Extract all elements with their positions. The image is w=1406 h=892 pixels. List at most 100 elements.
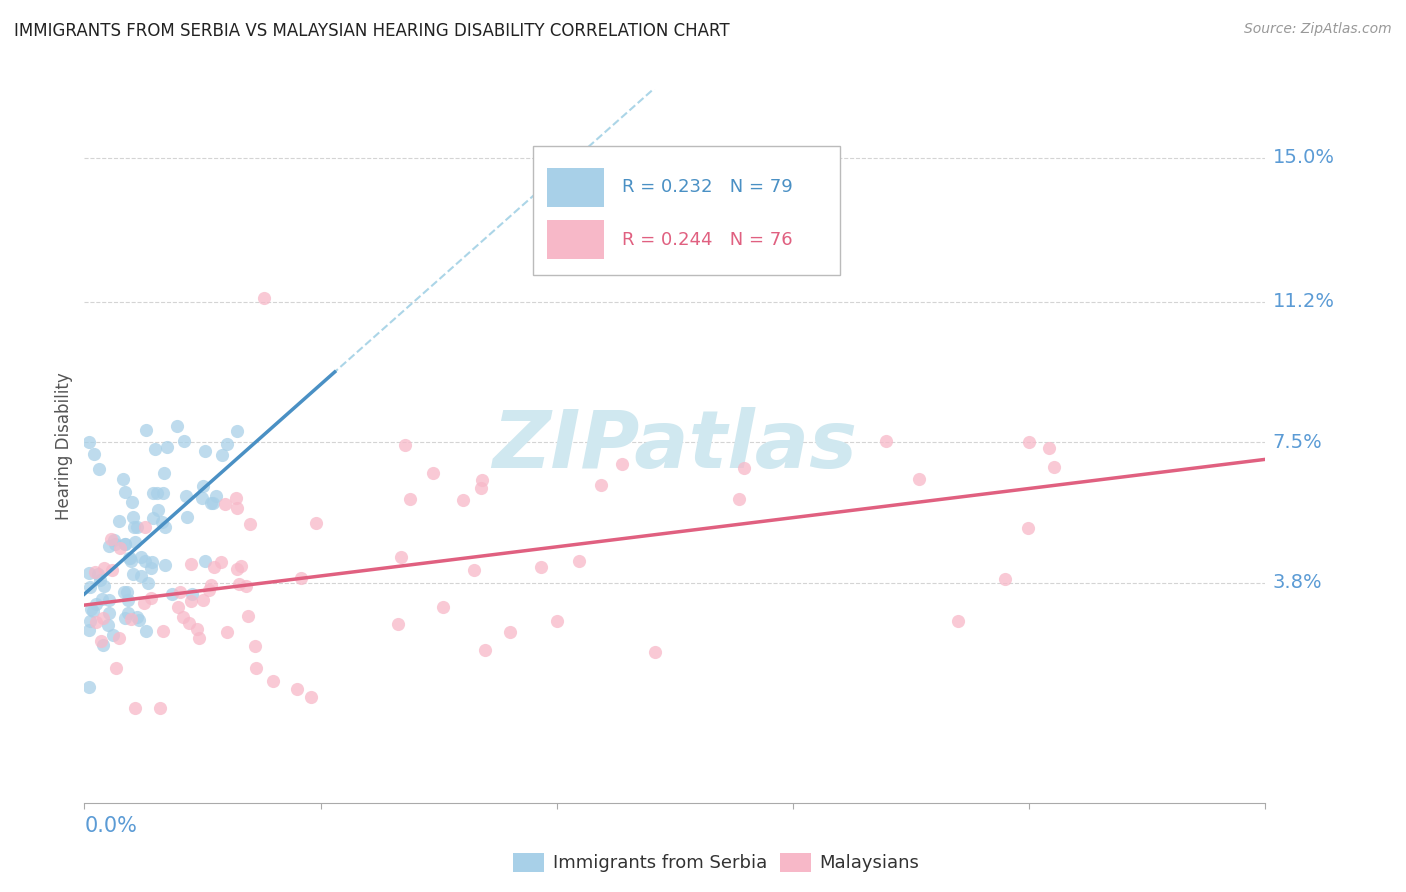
FancyBboxPatch shape (533, 146, 841, 275)
Point (135, 423, 157, 437)
Point (124, 535, 146, 549)
Point (86, 615, 108, 629)
Point (568, 554, 591, 568)
Point (226, 562, 249, 576)
Point (211, 448, 233, 462)
Point (1038, 441, 1060, 455)
Point (187, 631, 209, 645)
Point (129, 549, 152, 564)
Point (114, 611, 136, 625)
Point (200, 495, 222, 509)
Point (262, 674, 284, 689)
Point (1043, 460, 1066, 475)
Point (89, 573, 111, 587)
Point (108, 541, 131, 555)
Point (114, 536, 136, 550)
Point (226, 501, 249, 516)
Text: ZIPatlas: ZIPatlas (492, 407, 858, 485)
Point (200, 578, 222, 592)
Point (463, 563, 485, 577)
Point (498, 625, 520, 640)
Point (205, 489, 228, 503)
Point (285, 681, 308, 696)
Point (100, 532, 122, 546)
Point (394, 438, 416, 452)
Point (80, 602, 103, 616)
Point (169, 585, 191, 599)
Point (97, 606, 120, 620)
Point (134, 554, 156, 568)
Point (432, 600, 454, 615)
Point (121, 495, 143, 509)
Point (91, 638, 114, 652)
Text: R = 0.232   N = 79: R = 0.232 N = 79 (621, 178, 793, 196)
Text: 15.0%: 15.0% (1272, 148, 1334, 167)
Point (202, 496, 225, 510)
Text: IMMIGRANTS FROM SERBIA VS MALAYSIAN HEARING DISABILITY CORRELATION CHART: IMMIGRANTS FROM SERBIA VS MALAYSIAN HEAR… (14, 22, 730, 40)
Point (150, 515, 173, 529)
Point (474, 642, 496, 657)
Point (118, 551, 141, 566)
Y-axis label: Hearing Disability: Hearing Disability (55, 372, 73, 520)
Point (228, 577, 250, 591)
Point (120, 554, 142, 568)
Text: R = 0.244   N = 76: R = 0.244 N = 76 (621, 232, 793, 250)
Point (173, 434, 195, 449)
Point (117, 593, 139, 607)
Point (132, 596, 155, 610)
Text: Source: ZipAtlas.com: Source: ZipAtlas.com (1244, 22, 1392, 37)
Point (214, 496, 236, 510)
Point (77, 435, 100, 450)
Point (238, 608, 260, 623)
Point (239, 517, 262, 532)
Point (122, 566, 145, 581)
Point (83, 447, 105, 461)
Point (304, 516, 326, 530)
Point (193, 479, 215, 493)
Point (120, 612, 142, 626)
Point (177, 615, 200, 630)
Point (231, 559, 253, 574)
Text: Immigrants from Serbia: Immigrants from Serbia (553, 854, 766, 871)
Point (217, 437, 239, 451)
Point (139, 591, 162, 605)
Point (180, 587, 202, 601)
Point (124, 701, 146, 715)
Point (79, 580, 101, 594)
Point (1018, 435, 1040, 450)
Point (153, 520, 176, 534)
Point (225, 424, 247, 438)
Point (98, 593, 121, 607)
Point (215, 624, 238, 639)
Point (91, 592, 114, 607)
Point (136, 576, 159, 591)
Point (209, 555, 232, 569)
Point (245, 661, 267, 675)
Point (225, 491, 247, 505)
Point (121, 510, 143, 524)
Point (114, 537, 136, 551)
Point (908, 472, 931, 486)
Point (728, 492, 751, 507)
Point (129, 569, 152, 583)
Point (174, 489, 197, 503)
Point (79, 623, 101, 637)
Point (194, 444, 217, 458)
Point (243, 639, 266, 653)
Point (142, 486, 165, 500)
Point (112, 472, 135, 486)
Point (79, 566, 101, 580)
Point (101, 628, 124, 642)
Point (180, 557, 202, 571)
Point (530, 559, 553, 574)
Point (470, 481, 492, 495)
Point (422, 467, 444, 481)
Point (87, 462, 110, 476)
Point (610, 457, 633, 471)
Text: 7.5%: 7.5% (1272, 433, 1322, 451)
FancyBboxPatch shape (547, 168, 605, 207)
Point (101, 563, 124, 577)
Point (191, 592, 214, 607)
Text: 11.2%: 11.2% (1272, 293, 1334, 311)
Point (135, 624, 157, 638)
